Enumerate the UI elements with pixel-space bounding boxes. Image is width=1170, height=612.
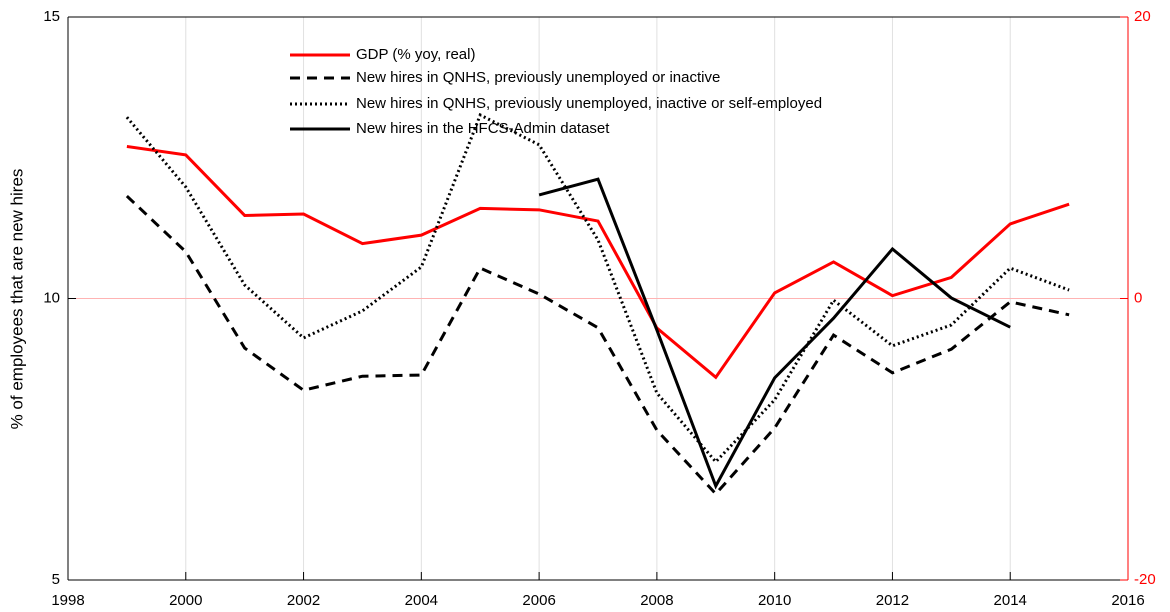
series-line: [125, 194, 1070, 497]
y-tick-label: 5: [52, 571, 60, 588]
x-tick-label: 1998: [51, 592, 84, 609]
x-tick-label: 2016: [1111, 592, 1144, 609]
x-tick-label: 2002: [287, 592, 320, 609]
legend-label: GDP (% yoy, real): [356, 46, 475, 63]
y2-tick-label: -20: [1134, 571, 1156, 588]
y-tick-label: 15: [43, 8, 60, 25]
y-axis-label: % of employees that are new hires: [7, 169, 26, 430]
x-tick-label: 2010: [758, 592, 791, 609]
y2-tick-label: 20: [1134, 8, 1151, 25]
x-tick-label: 2012: [876, 592, 909, 609]
series-line: [125, 112, 1070, 465]
x-tick-label: 2000: [169, 592, 202, 609]
legend-label: New hires in QNHS, previously unemployed…: [356, 69, 720, 86]
x-tick-label: 2004: [405, 592, 438, 609]
x-tick-label: 2014: [994, 592, 1027, 609]
y-tick-label: 10: [43, 289, 60, 306]
x-tick-label: 2006: [522, 592, 555, 609]
legend-label: New hires in QNHS, previously unemployed…: [356, 95, 822, 112]
x-tick-label: 2008: [640, 592, 673, 609]
y2-tick-label: 0: [1134, 289, 1142, 306]
series-line: [538, 177, 1011, 490]
series-line: [126, 145, 1070, 380]
legend-label: New hires in the HFCS-Admin dataset: [356, 120, 610, 137]
